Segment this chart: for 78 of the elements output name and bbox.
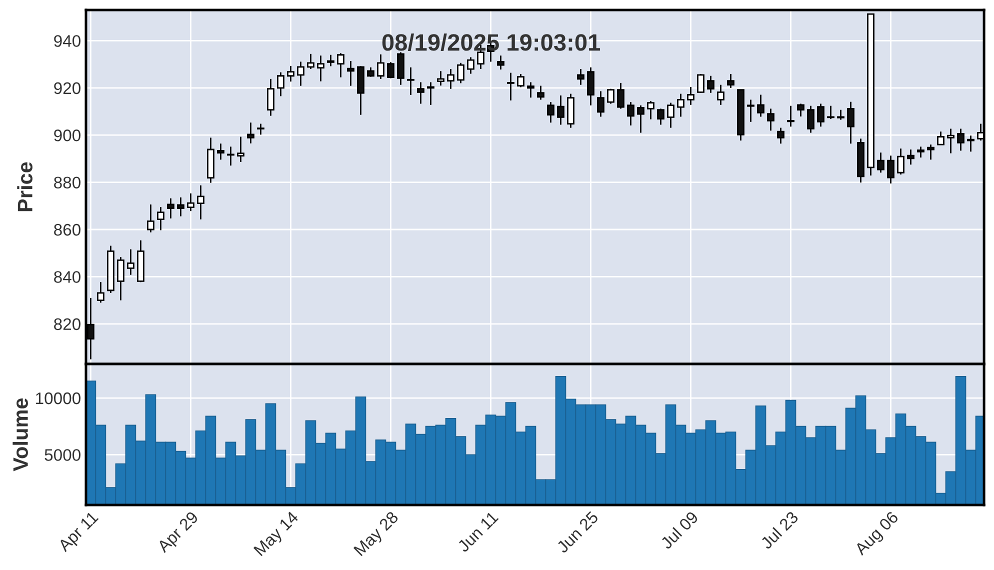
candlestick [547,101,554,124]
y-tick-label: 940 [54,35,80,47]
candlestick [767,108,774,132]
candlestick [557,94,564,126]
candlestick [537,85,544,100]
candlestick [827,105,834,120]
candlestick [96,281,104,304]
candlestick [196,184,204,220]
candlestick [647,100,654,120]
candlestick [617,82,624,110]
y-axis-title: Price [17,162,32,212]
candlestick [627,101,634,126]
candlestick [797,103,804,118]
y-tick-label: 840 [54,271,80,283]
candlestick [327,54,334,67]
y-tick-label: 820 [54,318,80,330]
candlestick [907,148,914,166]
candlestick [847,101,854,144]
x-tick-label: Apr 29 [156,510,202,556]
candlestick [217,142,224,160]
candlestick [917,146,924,158]
x-tick-label: May 14 [253,510,302,559]
candlestick [787,105,794,128]
candlestick [757,94,764,118]
candlestick [667,102,674,128]
candlestick [657,108,664,126]
x-tick-label: Aug 06 [854,510,902,558]
candlestick [407,66,414,96]
text: 08/19/2025 19:03:01 [382,33,600,52]
candlestick [927,144,934,160]
candlestick [497,54,504,70]
candlestick [807,105,814,134]
candlestick [367,66,374,78]
x-tick-label: Jun 11 [456,510,499,553]
y-tick-label: 900 [54,130,80,142]
candlestick [347,60,354,86]
candlestick [337,52,344,78]
candlestick [777,127,784,144]
candlestick [817,103,824,128]
x-tick-label: May 28 [353,510,402,559]
candlestick [897,148,904,176]
candlestick [747,99,754,123]
candlestick [417,82,424,104]
candlestick [227,146,234,166]
y-tick-label: 10000 [36,392,80,404]
candlestick [967,134,974,152]
candlestick [307,53,314,70]
x-tick-label: Jul 09 [659,510,699,550]
candlestick [677,93,684,118]
x-tick-label: Jun 25 [556,510,599,554]
candlestick [637,104,644,134]
candlestick [467,56,474,74]
candlestick [247,122,254,144]
candlestick [166,198,174,220]
y-tick-label: 860 [54,224,80,236]
candlestick [957,128,964,152]
candlestick [837,109,844,120]
candlestick [427,82,434,106]
x-tick-label: Jul 23 [759,510,799,550]
candlestick [727,73,734,89]
candlestick [877,152,884,174]
candlestick [176,196,184,217]
candlestick [577,68,584,86]
candlestick [317,54,324,82]
candlestick [507,72,514,102]
candlestick [587,66,594,106]
candlestick [457,62,464,84]
candlestick [527,82,534,98]
candlestick [597,90,604,118]
y-tick-label: 880 [54,176,80,188]
y-tick-label: 920 [54,82,80,94]
y-tick-label: 5000 [44,449,80,461]
candlestick [707,75,714,94]
candlestick [377,54,384,80]
candlestick [887,154,894,184]
candlestick [387,61,394,79]
y-axis-title: Volume [12,398,28,472]
x-tick-label: Apr 11 [57,510,102,555]
